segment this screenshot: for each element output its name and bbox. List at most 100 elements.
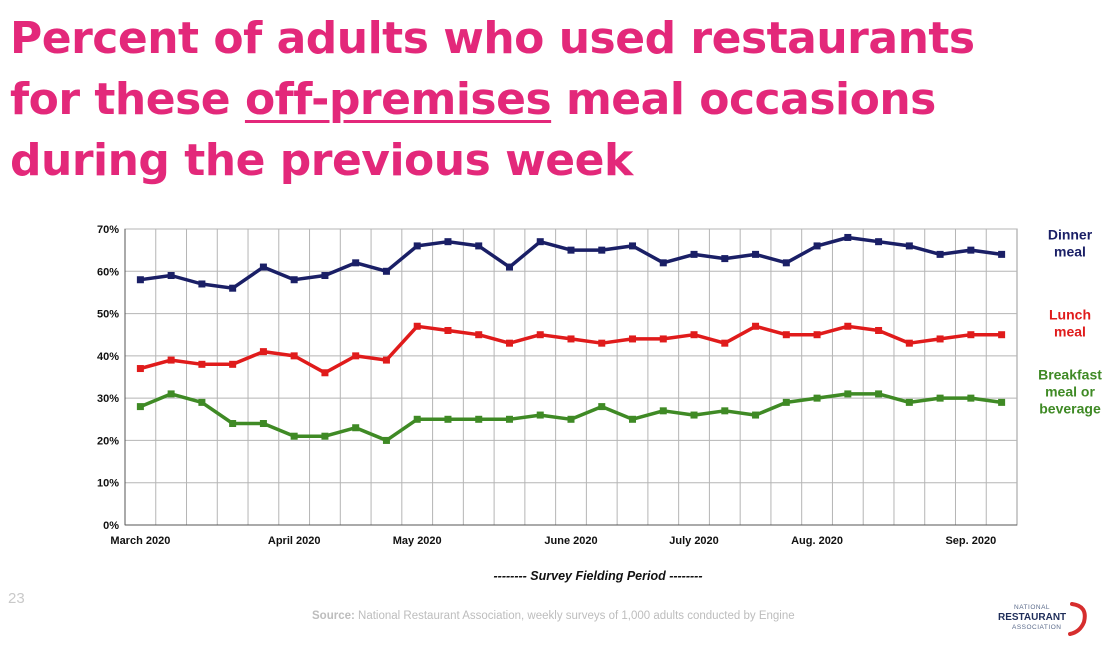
title-line-2-post: meal occasions [551,74,936,125]
data-point [229,284,237,292]
source-text: National Restaurant Association, weekly … [354,610,795,622]
data-point [567,415,575,423]
data-point [505,263,513,271]
data-point [290,352,298,360]
data-point [875,238,883,246]
data-point [598,246,606,254]
title-line-2-pre: for these [10,74,245,125]
data-point [413,415,421,423]
legend-label: Lunch [1049,307,1091,323]
data-point [352,352,360,360]
data-point [752,322,760,330]
data-point [905,339,913,347]
legend-label: beverage [1039,400,1101,416]
line-chart: 0% 10% 20% 30% 40% 50% 60% 70% March 2020 April 2… [97,224,1102,583]
data-point [905,398,913,406]
data-point [167,390,175,398]
title-line-3: during the previous week [10,135,633,186]
y-tick-label: 0% [103,520,119,532]
x-tick-label: May 2020 [393,535,442,547]
data-point [844,390,852,398]
data-point [229,360,237,368]
data-point [321,432,329,440]
data-point [413,242,421,250]
data-point [629,335,637,343]
logo-swoosh-icon [1068,602,1087,636]
y-tick-label: 30% [97,393,119,405]
legend-label: Dinner [1048,226,1093,242]
title-line-2: for these off-premises meal occasions [10,69,1010,130]
y-tick-label: 10% [97,478,119,490]
data-point [813,242,821,250]
data-point [721,339,729,347]
data-point [875,326,883,334]
data-point [967,331,975,339]
data-point [813,331,821,339]
data-point [444,415,452,423]
x-tick-label: Sep. 2020 [945,535,996,547]
data-point [198,360,206,368]
data-point [659,407,667,415]
data-point [782,259,790,267]
data-point [475,242,483,250]
data-point [352,424,360,432]
logo-line-3: ASSOCIATION [1012,624,1062,631]
y-tick-label: 60% [97,266,119,278]
title-underlined-term: off-premises [244,74,552,125]
data-point [290,432,298,440]
y-tick-label: 40% [97,351,119,363]
data-point [998,250,1006,258]
legend-label: Breakfast [1038,366,1102,382]
data-point [167,272,175,280]
data-point [690,250,698,258]
data-point [690,411,698,419]
data-point [321,369,329,377]
data-point [136,365,144,373]
data-point [936,250,944,258]
data-point [598,339,606,347]
logo-line-1: NATIONAL [1014,604,1051,611]
slide-number: 23 [8,590,25,607]
source-label: Source: [312,610,355,622]
legend-label: meal [1054,324,1086,340]
data-point [782,398,790,406]
data-point [875,390,883,398]
data-point [844,233,852,241]
data-point [813,394,821,402]
data-point [290,276,298,284]
data-point [536,331,544,339]
title-line-1: Percent of adults who used restaurants [10,13,975,64]
data-point [752,411,760,419]
data-point [259,348,267,356]
data-point [444,326,452,334]
data-point [598,403,606,411]
data-point [721,255,729,263]
data-point [229,420,237,428]
data-point [259,263,267,271]
data-point [659,259,667,267]
data-point [567,335,575,343]
source-note: Source: National Restaurant Association,… [312,610,795,622]
data-point [998,398,1006,406]
data-point [136,403,144,411]
x-tick-label: July 2020 [669,535,719,547]
data-point [198,398,206,406]
data-point [382,267,390,275]
x-tick-label: Aug. 2020 [791,535,843,547]
data-point [721,407,729,415]
logo-line-2: RESTAURANT [998,612,1067,623]
data-point [659,335,667,343]
data-point [782,331,790,339]
data-point [505,339,513,347]
x-tick-label: March 2020 [110,535,170,547]
data-point [844,322,852,330]
data-point [629,415,637,423]
association-logo: NATIONAL RESTAURANT ASSOCIATION [996,600,1092,640]
data-point [167,356,175,364]
y-tick-label: 20% [97,435,119,447]
data-point [505,415,513,423]
y-tick-label: 70% [97,224,119,236]
data-point [567,246,575,254]
data-point [905,242,913,250]
data-point [998,331,1006,339]
